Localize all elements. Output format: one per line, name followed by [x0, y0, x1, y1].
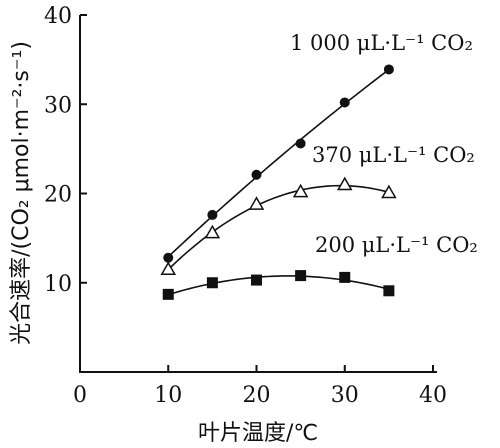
series-0-point-0	[163, 252, 174, 263]
series-0-point-4	[339, 97, 350, 108]
series-1-point-0	[160, 261, 177, 275]
axes	[79, 15, 437, 373]
series-2-point-0	[162, 288, 174, 300]
series-2-point-5	[383, 285, 395, 297]
y-tick-label-30: 30	[44, 93, 72, 118]
series-1-point-4	[336, 176, 353, 191]
y-tick-label-20: 20	[44, 183, 72, 208]
x-tick-label-20: 20	[243, 383, 271, 408]
series-1-point-5	[381, 184, 397, 199]
x-tick-label-40: 40	[419, 383, 447, 408]
series-0-point-1	[207, 209, 218, 220]
series-0-point-2	[251, 169, 262, 180]
series-0-label: 1 000 μL·L⁻¹ CO₂	[290, 31, 473, 55]
x-tick-label-10: 10	[154, 383, 182, 408]
series-0-curve	[167, 68, 390, 258]
markers	[160, 64, 397, 300]
series-2-point-1	[206, 277, 218, 289]
series-2-point-3	[295, 270, 307, 282]
curves	[167, 68, 390, 296]
x-axis-title: 叶片温度/℃	[198, 421, 318, 446]
x-tick-label-30: 30	[331, 383, 359, 408]
y-axis-title: 光合速率/(CO₂ μmol·m⁻²·s⁻¹)	[9, 41, 34, 345]
series-0-point-3	[295, 138, 306, 149]
series-1-point-2	[248, 196, 265, 210]
series-0-point-5	[383, 64, 394, 75]
series-1-curve	[167, 184, 390, 271]
series-2-point-2	[251, 274, 262, 286]
y-tick-label-10: 10	[44, 272, 72, 297]
series-2-label: 200 μL·L⁻¹ CO₂	[315, 233, 478, 257]
series-1-point-3	[292, 183, 309, 198]
series-2-curve	[168, 275, 390, 296]
ticks: 0 10 20 30 40 10 20 30 40	[44, 4, 447, 408]
series-2-point-4	[339, 271, 351, 283]
y-tick-label-40: 40	[44, 4, 72, 29]
series-1-label: 370 μL·L⁻¹ CO₂	[312, 143, 475, 167]
series-labels: 1 000 μL·L⁻¹ CO₂ 370 μL·L⁻¹ CO₂ 200 μL·L⁻¹…	[290, 31, 478, 257]
series-1-point-1	[204, 224, 221, 239]
x-tick-label-0: 0	[73, 383, 87, 408]
